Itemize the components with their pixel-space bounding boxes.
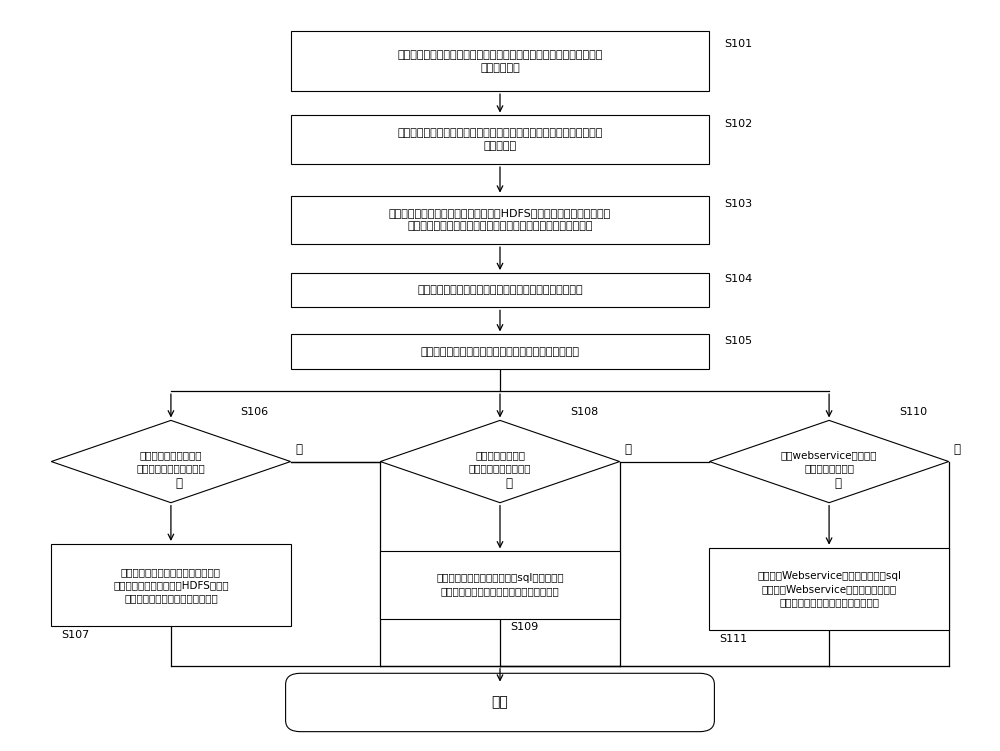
Text: 根据所述存储策略将各个子文件分别存储在相应节点上: 根据所述存储策略将各个子文件分别存储在相应节点上 — [420, 346, 580, 357]
Polygon shape — [380, 421, 620, 502]
Text: 判断原始数据文件是否
需要与关系型数据库对接: 判断原始数据文件是否 需要与关系型数据库对接 — [137, 450, 205, 473]
FancyBboxPatch shape — [291, 273, 709, 307]
Text: 制定开发Webservice元数据，通过类sql
方法实现Webservice对存储在各个节点
上的子文件的访问，并进行结果展示: 制定开发Webservice元数据，通过类sql 方法实现Webservice对… — [757, 571, 901, 607]
Text: S109: S109 — [510, 623, 538, 632]
Text: 否: 否 — [954, 442, 961, 456]
Polygon shape — [709, 421, 949, 502]
Text: 判断webservice是否需要
访问原始数据文件: 判断webservice是否需要 访问原始数据文件 — [781, 450, 877, 473]
Text: 判断前台应用是否
查询统计原始数据文件: 判断前台应用是否 查询统计原始数据文件 — [469, 450, 531, 473]
Text: 是: 是 — [834, 478, 841, 490]
Text: S107: S107 — [61, 630, 89, 640]
FancyBboxPatch shape — [286, 674, 714, 731]
Text: S105: S105 — [724, 336, 753, 346]
Text: 是: 是 — [176, 478, 183, 490]
FancyBboxPatch shape — [291, 116, 709, 164]
FancyBboxPatch shape — [51, 544, 291, 626]
Text: 根据所述特定关键值的值域分布，结合HDFS集群中的节点数以及各节点
存储资源使用情况确定所述原始数据文件的存储策略和拆分策略: 根据所述特定关键值的值域分布，结合HDFS集群中的节点数以及各节点 存储资源使用… — [389, 208, 611, 231]
Text: S102: S102 — [724, 119, 753, 129]
Text: 制定开发对接元数据，通过外部表的
方式利用多线程将存储在HDFS集群节
点中的各个子文件并发导入数据库: 制定开发对接元数据，通过外部表的 方式利用多线程将存储在HDFS集群节 点中的各… — [113, 567, 229, 603]
Text: 制定开发查询元数据，通过类sql方法实现前
台应用对存储在各个节点上的子文件的查询: 制定开发查询元数据，通过类sql方法实现前 台应用对存储在各个节点上的子文件的查… — [436, 574, 564, 596]
FancyBboxPatch shape — [291, 32, 709, 91]
Text: S103: S103 — [724, 199, 753, 210]
Text: S104: S104 — [724, 274, 753, 285]
FancyBboxPatch shape — [291, 195, 709, 244]
FancyBboxPatch shape — [380, 551, 620, 619]
Text: 是: 是 — [505, 478, 512, 490]
Text: S101: S101 — [724, 39, 753, 49]
Text: S108: S108 — [570, 406, 598, 417]
Text: 对收集到的特定关键值进行分析，计算所述原始数据文件的特定关键值
的值域分布: 对收集到的特定关键值进行分析，计算所述原始数据文件的特定关键值 的值域分布 — [397, 128, 603, 152]
Text: 否: 否 — [625, 442, 632, 456]
FancyBboxPatch shape — [291, 334, 709, 369]
Text: 根据所述拆分策略将所述原始数据文件拆分为多个子文件: 根据所述拆分策略将所述原始数据文件拆分为多个子文件 — [417, 285, 583, 295]
Text: S110: S110 — [899, 406, 927, 417]
Text: S111: S111 — [719, 634, 748, 644]
Text: 否: 否 — [296, 442, 303, 456]
Polygon shape — [51, 421, 291, 502]
Text: S106: S106 — [241, 406, 269, 417]
Text: 根据定义的检索字段从原始数据文件中检索并收集与所述检索字段相同
的特定关键值: 根据定义的检索字段从原始数据文件中检索并收集与所述检索字段相同 的特定关键值 — [397, 50, 603, 73]
Text: 结束: 结束 — [492, 695, 508, 710]
FancyBboxPatch shape — [709, 547, 949, 630]
